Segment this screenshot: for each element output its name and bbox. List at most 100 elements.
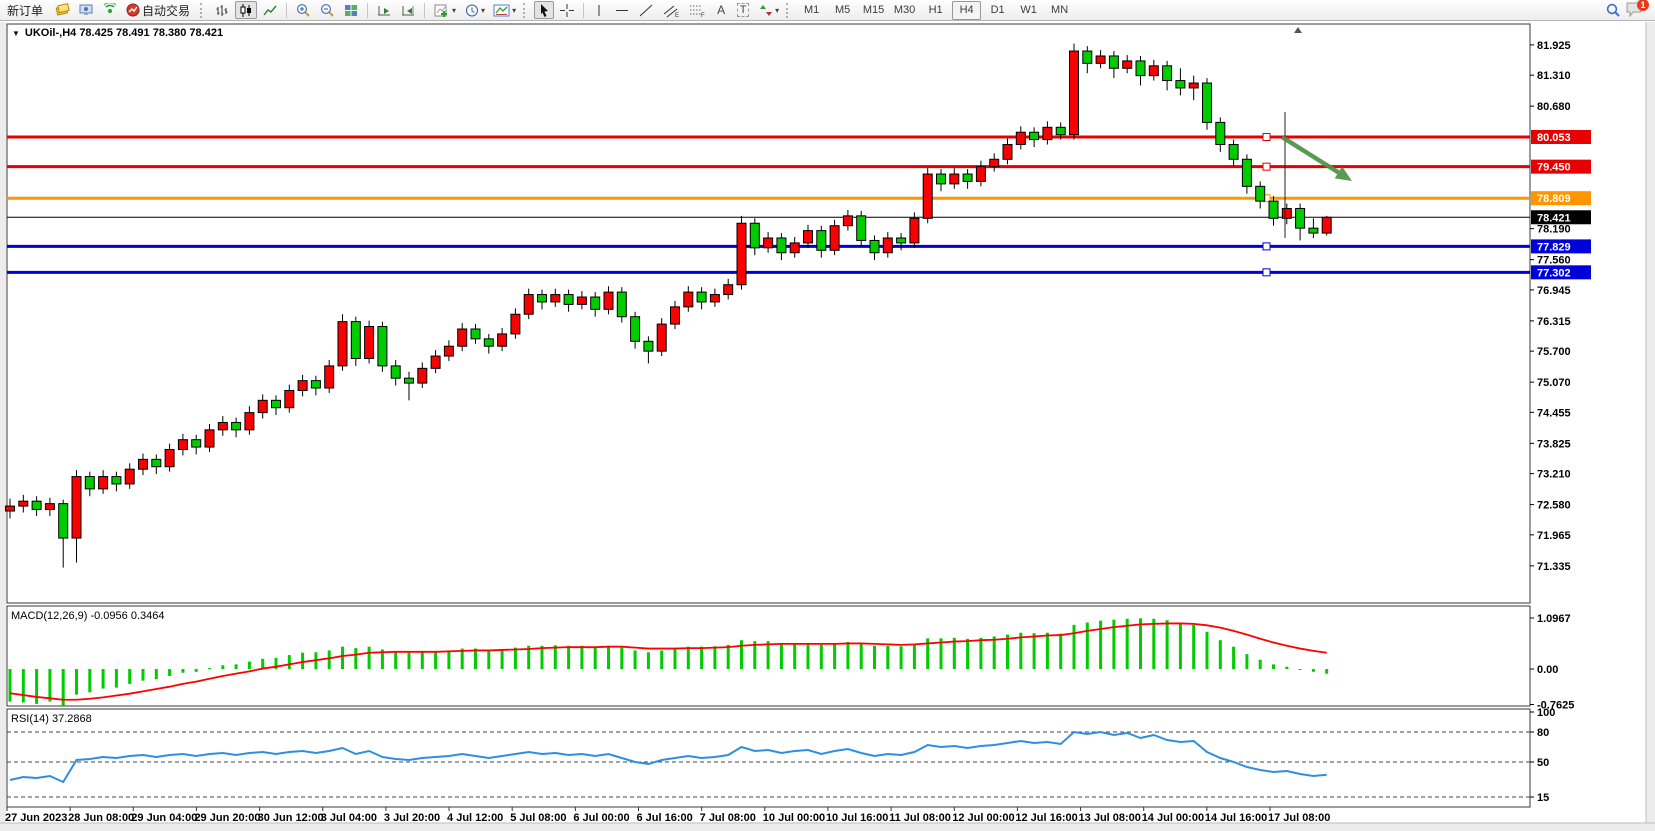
fibonacci-tool-icon[interactable]: F — [685, 1, 709, 19]
chart-shift-icon[interactable] — [397, 1, 419, 19]
timeframe-m30[interactable]: M30 — [893, 4, 916, 16]
svg-text:29 Jun 04:00: 29 Jun 04:00 — [131, 812, 197, 824]
svg-text:100: 100 — [1537, 707, 1555, 719]
price-axis: 81.925 81.310 80.680 78.190 77.560 76.945 76.3… — [1530, 40, 1571, 573]
window-left-edge — [0, 22, 6, 831]
tile-windows-icon[interactable] — [340, 1, 362, 19]
shift-marker[interactable] — [1294, 27, 1302, 33]
svg-text:76.945: 76.945 — [1537, 285, 1571, 297]
trendline-tool-icon[interactable] — [635, 1, 657, 19]
candlesticks — [5, 43, 1332, 568]
svg-text:7 Jul 08:00: 7 Jul 08:00 — [700, 812, 756, 824]
price-tag-text: 80.053 — [1537, 132, 1571, 144]
horizontal-line-tool-icon[interactable] — [611, 1, 633, 19]
price-tag-78.421 — [1531, 210, 1591, 225]
notification-badge: 1 — [1637, 0, 1649, 11]
timeframe-h4[interactable]: H4 — [952, 0, 982, 20]
zoom-in-icon[interactable] — [292, 1, 314, 19]
period-clock-icon[interactable]: ▾ — [461, 1, 488, 19]
timeframe-m1[interactable]: M1 — [803, 4, 820, 16]
new-chart-icon[interactable]: ▾ — [430, 1, 459, 19]
price-tag-text: 78.421 — [1537, 212, 1571, 224]
trend-arrow-annotation[interactable] — [1280, 135, 1340, 175]
svg-text:14 Jul 16:00: 14 Jul 16:00 — [1205, 812, 1267, 824]
price-tag-77.302 — [1531, 265, 1591, 280]
svg-text:-0.7625: -0.7625 — [1537, 699, 1574, 711]
auto-scroll-icon[interactable] — [373, 1, 395, 19]
signals-icon[interactable] — [99, 1, 121, 19]
svg-text:74.455: 74.455 — [1537, 407, 1571, 419]
new-order-button[interactable]: 新订单 — [3, 1, 49, 19]
svg-text:4 Jul 12:00: 4 Jul 12:00 — [447, 812, 503, 824]
toolbar-grip — [786, 2, 793, 18]
rsi-indicator-label: RSI(14) 37.2868 — [11, 713, 92, 725]
price-tag-77.829 — [1531, 239, 1591, 254]
timeframe-w1[interactable]: W1 — [1020, 4, 1037, 16]
main-toolbar: 新订单 自动交易 ▾ ▾ — [0, 0, 1655, 21]
svg-text:6 Jul 00:00: 6 Jul 00:00 — [573, 812, 629, 824]
text-tool-icon[interactable]: A — [717, 3, 726, 17]
svg-text:12 Jul 00:00: 12 Jul 00:00 — [952, 812, 1014, 824]
hline-handle-79.450[interactable] — [1262, 162, 1271, 171]
svg-text:14 Jul 00:00: 14 Jul 00:00 — [1142, 812, 1204, 824]
price-tag-text: 78.809 — [1537, 193, 1571, 205]
hline-handle-77.302[interactable] — [1262, 268, 1271, 277]
chevron-down-icon: ▾ — [512, 5, 517, 15]
hline-handle-80.053[interactable] — [1262, 132, 1271, 141]
chevron-down-icon: ▾ — [775, 5, 780, 15]
orders-icon[interactable] — [51, 1, 73, 19]
svg-text:13 Jul 08:00: 13 Jul 08:00 — [1079, 812, 1141, 824]
cursor-icon[interactable] — [534, 1, 555, 19]
svg-text:F: F — [701, 13, 705, 18]
zoom-out-icon[interactable] — [316, 1, 338, 19]
svg-text:80: 80 — [1537, 727, 1549, 739]
symbol-dropdown-icon[interactable]: ▼ — [12, 29, 20, 38]
terminal-icon[interactable] — [75, 1, 97, 19]
crosshair-icon[interactable] — [556, 1, 578, 19]
vertical-line-tool-icon[interactable] — [589, 1, 609, 19]
chevron-down-icon: ▾ — [481, 5, 486, 15]
hline-handle-77.829[interactable] — [1262, 242, 1271, 251]
svg-text:80.680: 80.680 — [1537, 101, 1571, 113]
price-tag-78.809 — [1531, 191, 1591, 206]
candlestick-chart-icon[interactable] — [235, 1, 258, 19]
text-label-tool-icon[interactable]: T — [733, 1, 753, 19]
toolbar-separator — [367, 2, 369, 18]
bar-chart-icon[interactable] — [211, 1, 233, 19]
notifications-button[interactable]: 1 — [1625, 0, 1649, 20]
search-icon[interactable] — [1602, 1, 1624, 19]
svg-text:3 Jul 20:00: 3 Jul 20:00 — [384, 812, 440, 824]
chart-window[interactable]: 81.925 81.310 80.680 78.190 77.560 76.945 76.3… — [0, 22, 1655, 831]
svg-text:6 Jul 16:00: 6 Jul 16:00 — [637, 812, 693, 824]
timeframe-h1[interactable]: H1 — [928, 4, 943, 16]
window-right-edge — [1646, 22, 1655, 831]
price-chart[interactable]: 81.925 81.310 80.680 78.190 77.560 76.945 76.3… — [0, 22, 1655, 831]
arrows-tool-icon[interactable]: ▾ — [755, 1, 782, 19]
price-tag-text: 79.450 — [1537, 162, 1571, 174]
timeframe-m15[interactable]: M15 — [862, 4, 885, 16]
svg-text:12 Jul 16:00: 12 Jul 16:00 — [1015, 812, 1077, 824]
svg-text:0.00: 0.00 — [1537, 664, 1558, 676]
timeframe-m5[interactable]: M5 — [834, 4, 851, 16]
autotrade-button[interactable]: 自动交易 — [123, 1, 196, 19]
line-chart-icon[interactable] — [259, 1, 281, 19]
svg-text:30 Jun 12:00: 30 Jun 12:00 — [258, 812, 324, 824]
svg-text:72.580: 72.580 — [1537, 500, 1571, 512]
svg-text:11 Jul 08:00: 11 Jul 08:00 — [889, 812, 951, 824]
toolbar-grip — [200, 2, 207, 18]
timeframe-d1[interactable]: D1 — [990, 4, 1005, 16]
svg-text:50: 50 — [1537, 757, 1549, 769]
timeframe-mn[interactable]: MN — [1051, 4, 1069, 16]
toolbar-grip — [523, 2, 530, 18]
chevron-down-icon: ▾ — [452, 5, 457, 15]
macd-indicator-label: MACD(12,26,9) -0.0956 0.3464 — [11, 610, 165, 622]
indicators-icon[interactable]: ▾ — [490, 1, 519, 19]
svg-text:77.560: 77.560 — [1537, 255, 1571, 267]
svg-text:73.210: 73.210 — [1537, 469, 1571, 481]
main-panel — [6, 23, 1531, 604]
equidistant-channel-icon[interactable]: E — [659, 1, 683, 19]
new-order-label: 新订单 — [7, 3, 44, 18]
trend-arrow-head[interactable] — [1334, 166, 1352, 181]
chart-title-text: UKOil-,H4 78.425 78.491 78.380 78.421 — [24, 27, 224, 39]
